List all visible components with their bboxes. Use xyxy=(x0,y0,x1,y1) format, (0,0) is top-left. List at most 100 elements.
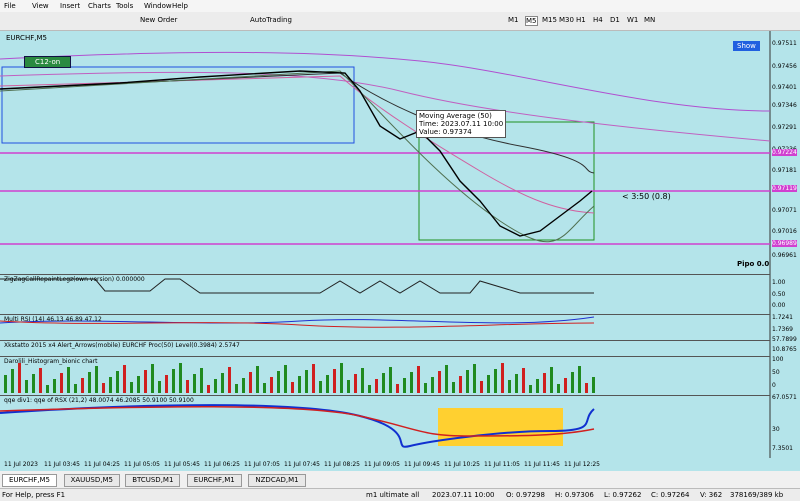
menu-item[interactable]: Charts xyxy=(88,2,111,10)
hist-bar xyxy=(123,365,126,393)
indicator-axis-label: 0.00 xyxy=(772,302,786,309)
zigzag xyxy=(0,278,594,294)
level-label: 0.96989 xyxy=(772,240,797,247)
menu-item[interactable]: Tools xyxy=(116,2,134,10)
hist-bar xyxy=(347,380,350,393)
chart-tab[interactable]: BTCUSD,M1 xyxy=(125,474,181,487)
timeframe[interactable]: M1 xyxy=(508,16,519,24)
zone-box xyxy=(418,121,595,241)
rsi-line xyxy=(0,320,595,328)
timeframe[interactable]: M5 xyxy=(525,16,538,26)
hist-bar xyxy=(585,383,588,393)
menu-item[interactable]: View xyxy=(32,2,49,10)
histogram xyxy=(4,363,595,393)
hist-bar xyxy=(270,377,273,393)
rsi-line xyxy=(0,316,595,324)
hist-bar xyxy=(53,379,56,393)
menu-item[interactable]: Help xyxy=(172,2,188,10)
chart-tab[interactable]: NZDCAD,M1 xyxy=(248,474,306,487)
indicator-axis-label: 0.50 xyxy=(772,291,786,298)
ma-line xyxy=(0,72,595,174)
hist-bar xyxy=(221,373,224,393)
chart-drawing xyxy=(0,31,771,458)
hist-bar xyxy=(592,377,595,393)
hist-bar xyxy=(431,377,434,393)
chart-tab[interactable]: EURCHF,M5 xyxy=(2,474,57,487)
price-label: 0.97401 xyxy=(772,84,797,91)
hist-bar xyxy=(396,384,399,393)
auto-trading[interactable]: AutoTrading xyxy=(250,16,292,24)
hist-bar xyxy=(340,363,343,393)
hist-bar xyxy=(249,372,252,393)
hist-bar xyxy=(361,368,364,393)
ma-line xyxy=(0,71,771,142)
hist-bar xyxy=(452,382,455,393)
indicator-axis-label: 7.3501 xyxy=(772,445,793,452)
hist-bar xyxy=(200,368,203,393)
status-field: V: 362 xyxy=(700,491,723,499)
chart-area: EURCHF,M5 Show C12-on Moving Average (50… xyxy=(0,31,800,471)
price-label: 0.97071 xyxy=(772,207,797,214)
timeframe[interactable]: H1 xyxy=(576,16,586,24)
hist-bar xyxy=(172,369,175,393)
hist-bar xyxy=(18,363,21,393)
hist-bar xyxy=(382,373,385,393)
time-label: 11 Jul 11:05 xyxy=(484,461,520,468)
status-field: For Help, press F1 xyxy=(2,491,66,499)
hist-bar xyxy=(46,385,49,393)
timeframe[interactable]: M30 xyxy=(559,16,574,24)
time-label: 11 Jul 11:45 xyxy=(524,461,560,468)
hist-bar xyxy=(74,384,77,393)
indicator-pane: qqe div1: qqe of RSX (21,2) 48.0074 46.2… xyxy=(0,395,770,459)
hist-bar xyxy=(242,378,245,393)
price-label: 0.97016 xyxy=(772,228,797,235)
indicator-axis-label: 10.8765 xyxy=(772,346,797,353)
status-field: 2023.07.11 10:00 xyxy=(432,491,495,499)
hist-bar xyxy=(193,374,196,393)
level-label: 0.97119 xyxy=(772,185,797,192)
show-button[interactable]: Show xyxy=(733,41,760,51)
indicator-axis-label: 1.7369 xyxy=(772,326,793,333)
chart-tab[interactable]: XAUUSD,M5 xyxy=(63,474,120,487)
menu-item[interactable]: Insert xyxy=(60,2,81,10)
menu-item[interactable]: Window xyxy=(144,2,172,10)
status-bar: For Help, press F1 m1 ultimate all 2023.07… xyxy=(0,488,800,501)
timeframe[interactable]: D1 xyxy=(610,16,620,24)
indicator-axis-label: 67.0571 xyxy=(772,394,797,401)
hist-bar xyxy=(326,375,329,393)
new-order[interactable]: New Order xyxy=(140,16,178,24)
indicator-title: qqe div1: qqe of RSX (21,2) 48.0074 46.2… xyxy=(4,397,194,404)
hist-bar xyxy=(137,376,140,393)
timeframe[interactable]: W1 xyxy=(627,16,639,24)
time-label: 11 Jul 08:25 xyxy=(324,461,360,468)
price-label: 0.97181 xyxy=(772,167,797,174)
hist-bar xyxy=(557,384,560,393)
ma-line xyxy=(0,75,595,214)
level-label: 0.97224 xyxy=(772,149,797,156)
indicator-pane: Darolili_Histogram_bionic chart xyxy=(0,356,770,396)
time-label: 11 Jul 03:45 xyxy=(44,461,80,468)
hist-bar xyxy=(116,371,119,393)
hist-bar xyxy=(298,376,301,393)
hist-bar xyxy=(333,369,336,393)
timeframe[interactable]: MN xyxy=(644,16,656,24)
timeframe[interactable]: H4 xyxy=(593,16,603,24)
menu-item[interactable]: File xyxy=(4,2,16,10)
highlight-box xyxy=(438,408,563,446)
indicator-title: Multi RSI (14) 46.13 46.89 47.12 xyxy=(4,316,102,323)
hist-bar xyxy=(466,370,469,393)
status-field: O: 0.97298 xyxy=(506,491,545,499)
hist-bar xyxy=(228,367,231,393)
hist-bar xyxy=(102,383,105,393)
hist-bar xyxy=(403,378,406,393)
indicator-pane: Multi RSI (14) 46.13 46.89 47.12 xyxy=(0,314,770,341)
price-path xyxy=(0,70,595,243)
hist-bar xyxy=(88,372,91,393)
hist-bar xyxy=(368,385,371,393)
hist-bar xyxy=(529,385,532,393)
timeframe[interactable]: M15 xyxy=(542,16,557,24)
tooltip: Moving Average (50) Time: 2023.07.11 10:… xyxy=(416,110,507,138)
chart-tab[interactable]: EURCHF,M1 xyxy=(186,474,242,487)
indicator-axis-label: 0 xyxy=(772,382,776,389)
time-label: 11 Jul 04:25 xyxy=(84,461,120,468)
